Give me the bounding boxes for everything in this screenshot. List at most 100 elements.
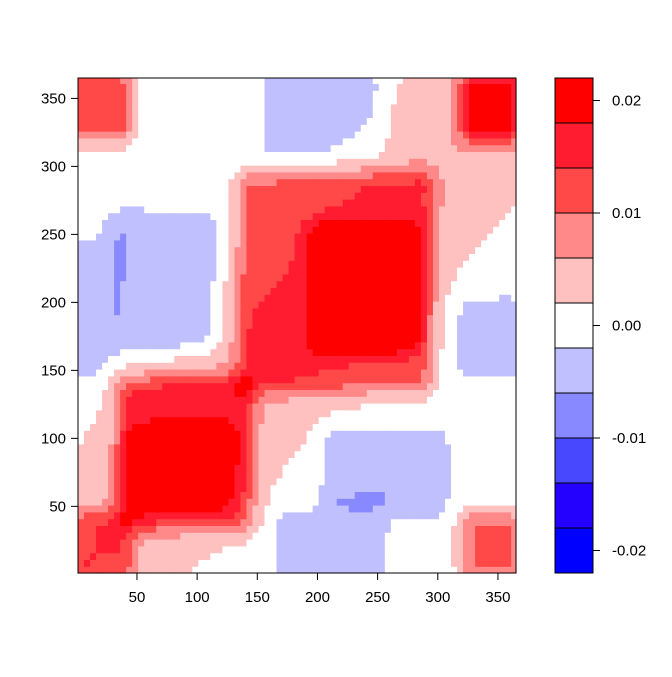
heatmap-cell (445, 131, 452, 139)
heatmap-cell (138, 484, 145, 493)
heatmap-cell (156, 430, 163, 438)
heatmap-cell (372, 260, 380, 268)
heatmap-cell (432, 511, 440, 520)
heatmap-cell (336, 307, 344, 316)
heatmap-cell (457, 457, 464, 465)
heatmap-cell (426, 375, 434, 384)
heatmap-cell (324, 226, 332, 234)
heatmap-cell (216, 341, 223, 350)
heatmap-cell (402, 552, 410, 560)
heatmap-cell (294, 287, 302, 295)
heatmap-cell (396, 328, 404, 336)
heatmap-cell (463, 382, 470, 391)
heatmap-cell (198, 239, 205, 248)
heatmap-cell (288, 457, 296, 465)
heatmap-cell (354, 178, 362, 187)
heatmap-cell (108, 103, 115, 112)
heatmap-cell (222, 430, 230, 438)
heatmap-cell (306, 566, 314, 574)
heatmap-cell (402, 443, 410, 452)
heatmap-cell (300, 545, 308, 554)
heatmap-cell (366, 437, 374, 445)
heatmap-cell (222, 185, 230, 193)
heatmap-cell (132, 464, 139, 472)
heatmap-cell (180, 552, 187, 560)
heatmap-cell (469, 403, 476, 411)
heatmap-cell (426, 110, 434, 119)
heatmap-cell (90, 484, 97, 493)
heatmap-cell (222, 389, 230, 397)
heatmap-cell (384, 267, 392, 275)
heatmap-cell (457, 355, 464, 363)
heatmap-cell (481, 396, 488, 404)
heatmap-cell (138, 137, 145, 146)
heatmap-cell (204, 212, 211, 221)
heatmap-cell (96, 110, 103, 119)
heatmap-cell (288, 253, 296, 261)
heatmap-cell (90, 457, 97, 465)
heatmap-cell (192, 212, 199, 221)
heatmap-cell (366, 253, 374, 261)
heatmap-cell (463, 511, 470, 520)
heatmap-cell (354, 409, 362, 418)
heatmap-cell (102, 457, 109, 465)
heatmap-cell (198, 423, 205, 431)
heatmap-cell (378, 301, 386, 309)
heatmap-cell (132, 369, 139, 377)
heatmap-cell (168, 437, 175, 445)
heatmap-cell (372, 117, 380, 125)
heatmap-cell (342, 348, 350, 357)
heatmap-cell (300, 199, 308, 207)
heatmap-cell (228, 396, 236, 404)
heatmap-cell (270, 362, 278, 370)
heatmap-cell (120, 450, 127, 459)
heatmap-cell (354, 566, 362, 574)
heatmap-cell (114, 355, 121, 363)
heatmap-cell (234, 301, 242, 309)
heatmap-cell (330, 314, 338, 323)
heatmap-cell (162, 219, 169, 227)
heatmap-cell (432, 239, 440, 248)
heatmap-cell (234, 443, 242, 452)
heatmap-cell (366, 233, 374, 241)
heatmap-cell (396, 103, 404, 112)
heatmap-cell (174, 505, 181, 513)
heatmap-cell (414, 246, 422, 255)
heatmap-cell (198, 498, 205, 506)
heatmap-cell (414, 131, 422, 139)
heatmap-cell (102, 158, 109, 166)
heatmap-cell (438, 362, 446, 370)
heatmap-cell (414, 301, 422, 309)
heatmap-cell (414, 328, 422, 336)
heatmap-cell (234, 178, 242, 187)
heatmap-cell (469, 226, 476, 234)
heatmap-cell (234, 335, 242, 343)
heatmap-cell (396, 165, 404, 173)
heatmap-cell (366, 314, 374, 323)
heatmap-cell (156, 545, 163, 554)
heatmap-cell (108, 233, 115, 241)
heatmap-cell (150, 212, 157, 221)
heatmap-cell (216, 78, 223, 85)
heatmap-cell (234, 233, 242, 241)
heatmap-cell (469, 287, 476, 295)
heatmap-cell (420, 97, 428, 105)
heatmap-cell (258, 90, 266, 98)
heatmap-cell (192, 382, 199, 391)
heatmap-cell (276, 416, 284, 425)
heatmap-cell (318, 165, 326, 173)
heatmap-cell (282, 199, 290, 207)
heatmap-cell (408, 267, 416, 275)
heatmap-cell (210, 78, 217, 85)
heatmap-cell (210, 532, 217, 540)
heatmap-cell (469, 471, 476, 479)
heatmap-cell (216, 335, 223, 343)
heatmap-cell (288, 199, 296, 207)
heatmap-cell (372, 90, 380, 98)
heatmap-cell (204, 511, 211, 520)
heatmap-cell (210, 273, 217, 282)
heatmap-cell (234, 294, 242, 302)
heatmap-cell (228, 348, 236, 357)
heatmap-cell (150, 525, 157, 533)
heatmap-cell (294, 348, 302, 357)
